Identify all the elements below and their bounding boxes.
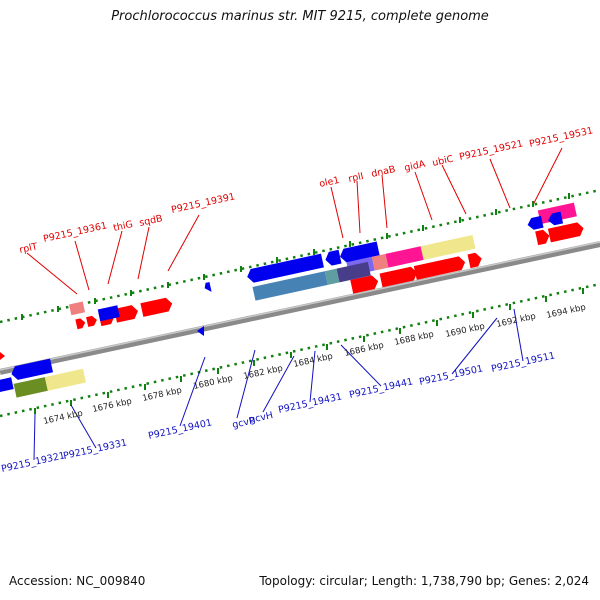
forward-label-leaders xyxy=(26,147,563,295)
gene-label[interactable]: P9215_19391 xyxy=(170,191,236,216)
scale-label: 1694 kbp xyxy=(546,303,587,321)
gene-P9215_19361[interactable] xyxy=(75,318,86,330)
gene-label[interactable]: P9215_19431 xyxy=(277,391,343,416)
gene-label[interactable]: ubiC xyxy=(431,154,455,169)
gene-label[interactable]: rplT xyxy=(18,241,38,256)
gene-label[interactable]: gidA xyxy=(403,159,427,174)
gene-label[interactable]: thiG xyxy=(112,219,134,234)
gene-P9215_19391[interactable] xyxy=(140,297,173,317)
tick-marks xyxy=(21,193,584,414)
gene-label[interactable]: P9215_19521 xyxy=(458,138,524,163)
scale-label: 1678 kbp xyxy=(142,386,183,404)
gene-gcvP[interactable] xyxy=(252,271,328,301)
genome-backbone xyxy=(0,241,600,375)
gene-label[interactable]: gcvP xyxy=(231,415,256,431)
gene-label[interactable]: P9215_19321 xyxy=(0,450,66,475)
gene-P9215_19431-arrow[interactable] xyxy=(339,241,380,263)
gene-label[interactable]: P9215_19441 xyxy=(348,376,414,401)
forward-strand-genes xyxy=(69,202,584,330)
gene-gidA[interactable] xyxy=(420,234,476,260)
gene-label[interactable]: dnaB xyxy=(370,164,396,180)
scale-label: 1676 kbp xyxy=(92,397,133,415)
gene-label[interactable]: P9215_19531 xyxy=(528,125,594,150)
scale-label: 1692 kbp xyxy=(496,312,537,330)
scale-label: 1674 kbp xyxy=(43,409,84,427)
gene-label[interactable]: P9215_19331 xyxy=(62,437,128,462)
forward-strand-rail xyxy=(0,188,600,324)
gene-label[interactable]: P9215_19511 xyxy=(490,350,556,375)
gene-ubiC[interactable] xyxy=(467,252,484,269)
scale-label: 1680 kbp xyxy=(193,374,234,392)
gene-thiG-small[interactable] xyxy=(86,315,98,327)
gene-label[interactable]: sqdB xyxy=(138,213,163,229)
gene-rplT[interactable] xyxy=(69,301,86,316)
gene-label[interactable]: P9215_19401 xyxy=(147,417,213,442)
gene-P9215_19501[interactable] xyxy=(526,215,544,231)
gene-rplI[interactable] xyxy=(371,253,389,271)
gene-P9215_19331[interactable] xyxy=(44,368,86,391)
reverse-label-leaders xyxy=(33,308,524,461)
gene-sqdB[interactable] xyxy=(114,304,139,323)
scale-label: 1690 kbp xyxy=(445,322,486,340)
gene-P9215_19521[interactable] xyxy=(535,229,551,246)
scale-label: 1682 kbp xyxy=(243,364,284,382)
forward-gene-labels: rplT P9215_19361 thiG sqdB P9215_19391 o… xyxy=(18,125,594,256)
reverse-strand-rail xyxy=(0,282,600,418)
gene-label[interactable]: rplI xyxy=(347,171,364,185)
gene-dnaB[interactable] xyxy=(385,246,424,268)
map-title: Prochlorococcus marinus str. MIT 9215, c… xyxy=(111,9,489,24)
gene-gcvP-arrow[interactable] xyxy=(246,253,324,284)
reverse-strand-genes xyxy=(0,211,564,398)
gene-P9215_19431[interactable] xyxy=(336,261,371,283)
gene-P9215_19511[interactable] xyxy=(547,211,564,227)
scale-label: 1686 kbp xyxy=(344,341,385,359)
gene-label[interactable]: gcvH xyxy=(248,410,274,426)
gene-label[interactable]: ole1 xyxy=(318,175,340,190)
genome-summary-text: Topology: circular; Length: 1,738,790 bp… xyxy=(259,574,589,588)
gene-P9215_19321[interactable] xyxy=(10,358,54,381)
gene-gcvH[interactable] xyxy=(324,268,340,285)
accession-text: Accession: NC_009840 xyxy=(9,574,146,588)
gene-label[interactable]: P9215_19501 xyxy=(418,363,484,388)
